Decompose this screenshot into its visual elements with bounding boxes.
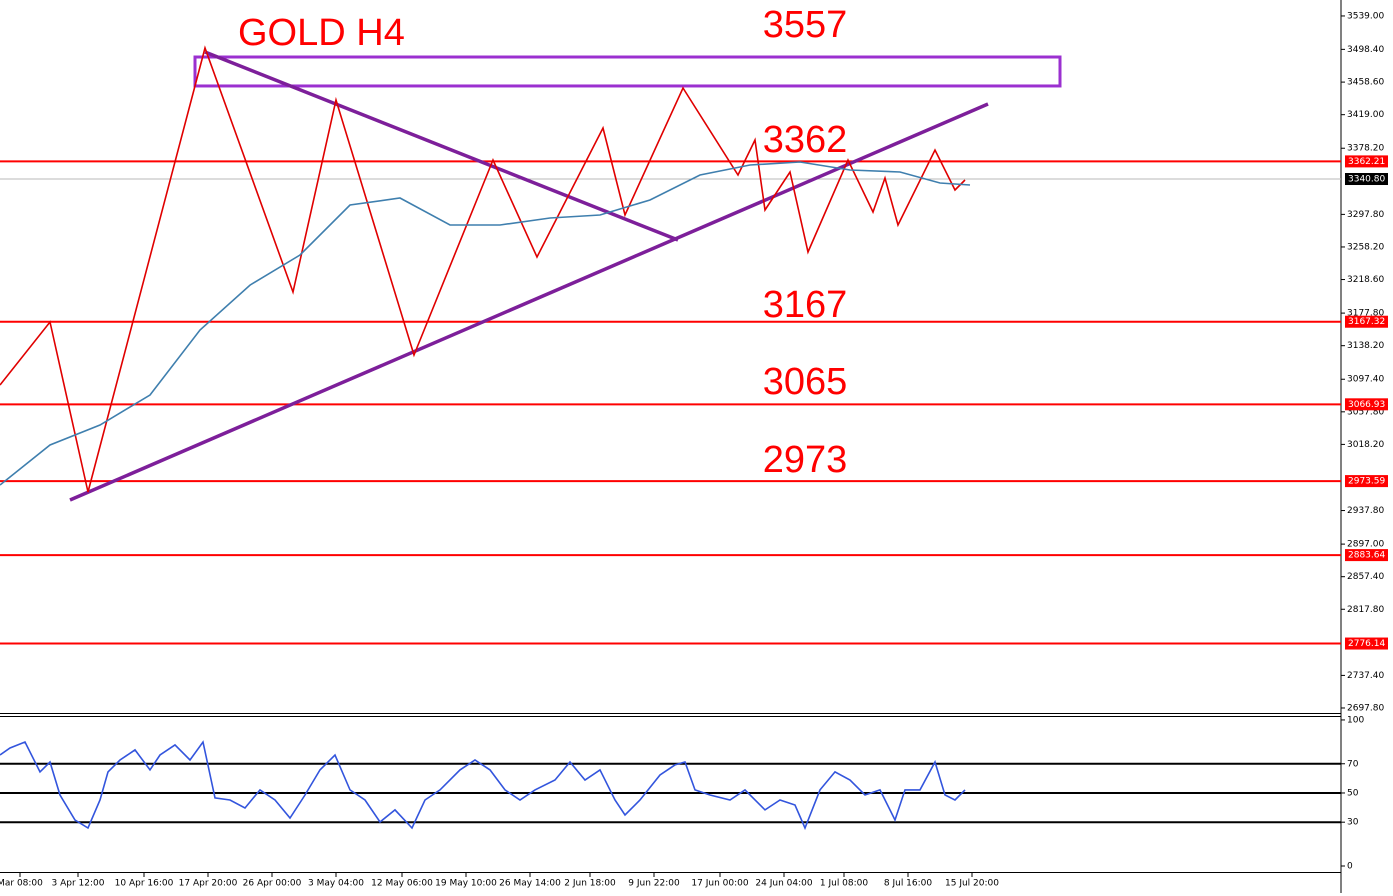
x-tick-label: 19 May 10:00 [435, 879, 497, 889]
level-label: 2776.14 [1348, 639, 1385, 649]
level-label: 3066.93 [1348, 400, 1385, 410]
level-box [1345, 549, 1388, 562]
level-box [1345, 398, 1388, 411]
y-tick-label: 2857.40 [1347, 572, 1384, 582]
series-line [0, 45, 966, 493]
y-tick-label: 3498.40 [1347, 45, 1384, 55]
annotation: 3065 [763, 361, 848, 403]
x-tick-label: 10 Apr 16:00 [115, 879, 174, 889]
trendline [204, 50, 679, 242]
x-tick-label: 2 Jun 18:00 [564, 879, 616, 889]
y-tick-label: 2897.00 [1347, 540, 1384, 550]
series-line [0, 161, 971, 486]
annotation: 3557 [763, 4, 848, 46]
level-box [1345, 637, 1388, 650]
level-label: 2883.64 [1348, 551, 1385, 561]
trendline [69, 102, 989, 502]
x-tick-label: 26 Apr 00:00 [243, 879, 302, 889]
level-label: 3362.21 [1348, 157, 1385, 167]
x-tick-label: 17 Jun 00:00 [691, 879, 748, 889]
x-tick-label: 1 Jul 08:00 [820, 879, 869, 889]
y-tick-label: 2697.80 [1347, 703, 1384, 713]
series-line [0, 740, 966, 831]
y-tick-label: 100 [1347, 715, 1364, 725]
x-tick-label: 12 May 06:00 [371, 879, 433, 889]
level-box [1345, 155, 1388, 168]
current-price-box [1345, 173, 1388, 186]
x-tick-label: 3 Apr 12:00 [52, 879, 105, 889]
level-label: 3167.32 [1348, 317, 1385, 327]
y-tick-label: 2937.80 [1347, 506, 1384, 516]
y-tick-label: 3258.20 [1347, 242, 1384, 252]
x-tick-label: 15 Jul 20:00 [945, 879, 999, 889]
current-price-label: 3340.80 [1348, 175, 1385, 185]
y-tick-label: 3458.60 [1347, 78, 1384, 88]
x-tick-label: 17 Apr 20:00 [179, 879, 238, 889]
y-tick-label: 3419.00 [1347, 110, 1384, 120]
x-tick-label: 3 May 04:00 [308, 879, 364, 889]
resistance-zone [193, 55, 1062, 88]
level-box [1345, 475, 1388, 488]
y-tick-label: 3218.60 [1347, 275, 1384, 285]
y-tick-label: 2737.40 [1347, 671, 1384, 681]
level-label: 2973.59 [1348, 477, 1385, 487]
y-tick-label: 3539.00 [1347, 11, 1384, 21]
chart-title: GOLD H4 [238, 12, 405, 54]
x-tick-label: Mar 08:00 [0, 879, 43, 889]
y-tick-label: 3097.40 [1347, 375, 1384, 385]
annotation: 3362 [763, 119, 848, 161]
y-tick-label: 3297.80 [1347, 210, 1384, 220]
x-tick-label: 8 Jul 16:00 [884, 879, 933, 889]
y-tick-label: 70 [1347, 759, 1359, 769]
y-tick-label: 3378.20 [1347, 144, 1384, 154]
annotation: 2973 [763, 439, 848, 481]
y-tick-label: 50 [1347, 788, 1359, 798]
y-tick-label: 3018.20 [1347, 440, 1384, 450]
y-tick-label: 3177.80 [1347, 309, 1384, 319]
y-tick-label: 2817.80 [1347, 605, 1384, 615]
y-tick-label: 30 [1347, 818, 1359, 828]
y-tick-label: 3138.20 [1347, 341, 1384, 351]
y-tick-label: 3057.80 [1347, 407, 1384, 417]
y-tick-label: 0 [1347, 862, 1353, 872]
annotation: 3167 [763, 284, 848, 326]
x-tick-label: 26 May 14:00 [499, 879, 561, 889]
level-box [1345, 315, 1388, 328]
x-tick-label: 24 Jun 04:00 [755, 879, 812, 889]
x-tick-label: 9 Jun 22:00 [628, 879, 680, 889]
